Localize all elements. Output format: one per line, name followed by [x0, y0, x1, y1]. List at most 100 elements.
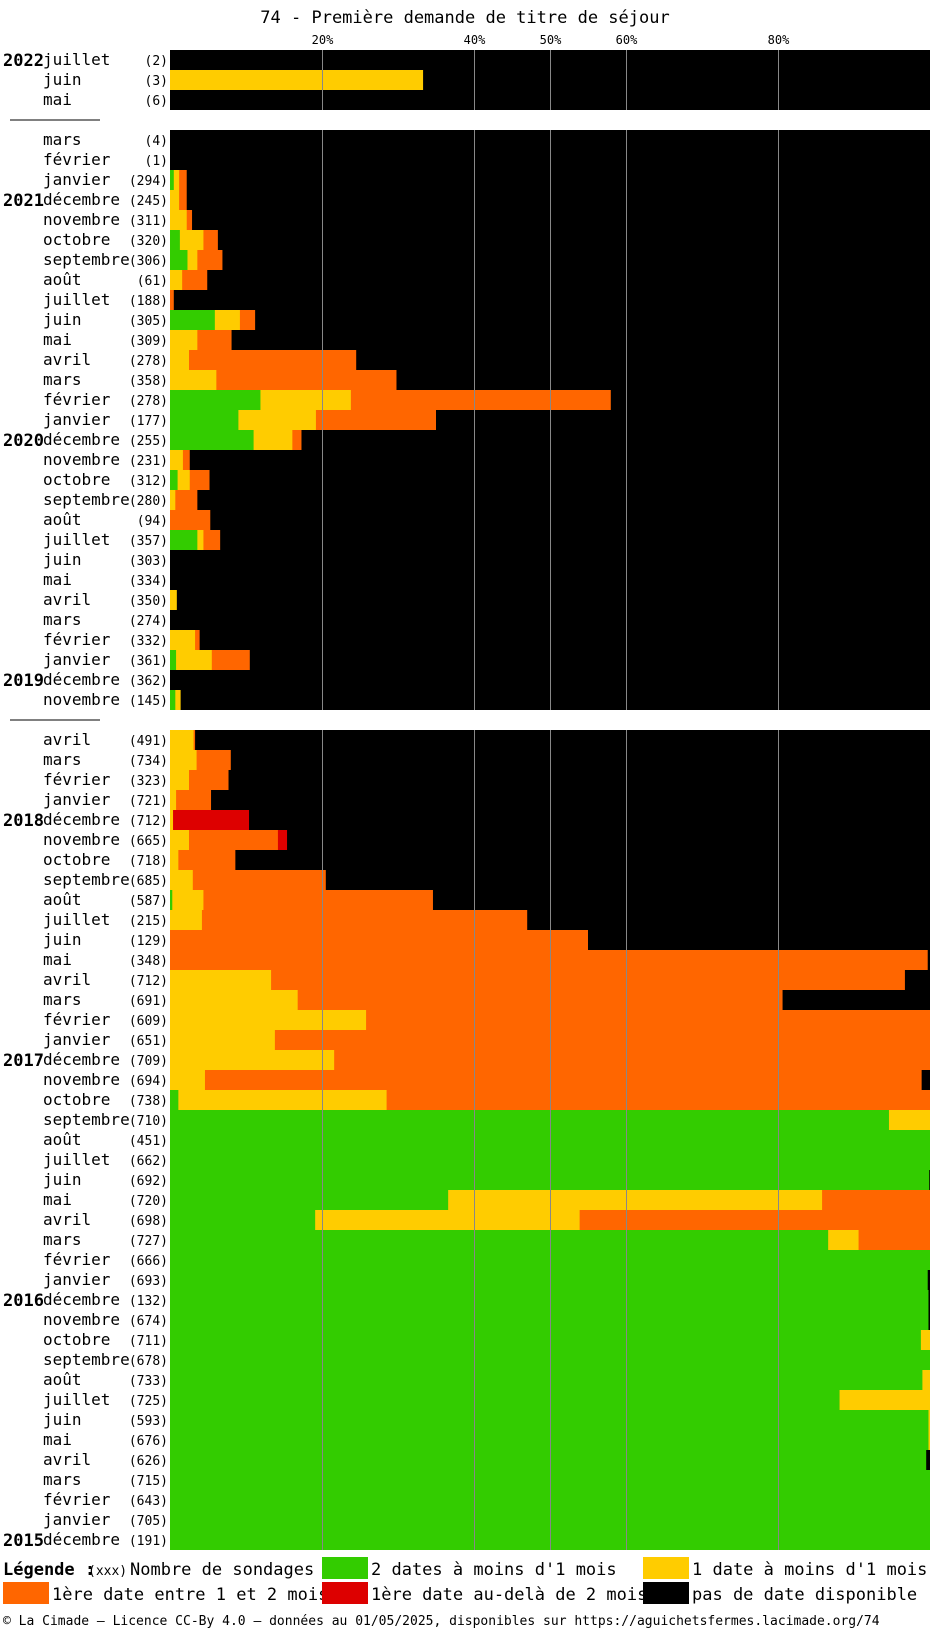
month-label: juillet [43, 1150, 110, 1169]
x-tick-label: 50% [540, 33, 562, 47]
count-label: (692) [129, 1174, 168, 1189]
month-label: décembre [43, 1290, 120, 1309]
month-label: juin [43, 1170, 82, 1189]
bar-segment [211, 650, 251, 670]
bar-segment [170, 210, 188, 230]
month-label: mai [43, 90, 72, 109]
bar-segment [396, 370, 930, 390]
bar-segment [203, 890, 434, 910]
bar-segment [170, 390, 261, 410]
bar-segment [170, 470, 178, 490]
bar-segment [193, 730, 196, 750]
bar-segment [170, 190, 180, 210]
bar-segment [170, 530, 198, 550]
month-label: décembre [43, 190, 120, 209]
bar-segment [179, 230, 204, 250]
month-label: janvier [43, 410, 111, 429]
month-label: novembre [43, 830, 120, 849]
year-label: 2017 [3, 1051, 44, 1071]
count-label: (6) [145, 94, 168, 109]
bar-segment [182, 450, 191, 470]
bar-segment [199, 630, 930, 650]
bar-segment [170, 1210, 316, 1230]
bar-segment [170, 510, 211, 530]
x-tick-label: 20% [312, 33, 334, 47]
bar-segment [170, 1370, 923, 1390]
month-label: mars [43, 990, 82, 1009]
legend-item-label: pas de date disponible [692, 1585, 917, 1605]
count-label: (215) [129, 914, 168, 929]
legend-item-label: 1ère date entre 1 et 2 mois [52, 1585, 328, 1605]
bar-segment [839, 1390, 930, 1410]
month-label: août [43, 1370, 82, 1389]
month-label: août [43, 510, 82, 529]
bar-segment [928, 1430, 930, 1450]
month-label: février [43, 770, 111, 789]
count-label: (61) [137, 274, 168, 289]
bar-segment [170, 730, 194, 750]
chart-title: 74 - Première demande de titre de séjour [260, 8, 670, 28]
bar-segment [170, 290, 175, 310]
month-label: avril [43, 1450, 91, 1469]
month-label: septembre [43, 250, 130, 269]
count-label: (685) [129, 874, 168, 889]
count-label: (129) [129, 934, 168, 949]
month-label: novembre [43, 690, 120, 709]
legend-title: Légende : [3, 1560, 95, 1580]
bar-segment [928, 1290, 930, 1310]
bar-segment [189, 830, 279, 850]
bar-segment [325, 870, 930, 890]
count-label: (177) [129, 414, 168, 429]
bar-segment [904, 970, 930, 990]
bar-segment [178, 850, 236, 870]
year-label: 2020 [3, 431, 44, 451]
bar-segment [195, 630, 201, 650]
bar-segment [189, 470, 210, 490]
count-label: (2) [145, 54, 168, 69]
month-label: janvier [43, 650, 111, 669]
bar-segment [170, 250, 188, 270]
bar-segment [211, 790, 930, 810]
month-label: octobre [43, 230, 110, 249]
month-label: mai [43, 330, 72, 349]
bar-segment [170, 370, 217, 390]
month-label: juin [43, 310, 82, 329]
bar-segment [217, 230, 930, 250]
bar-segment [170, 430, 254, 450]
bar-segment [170, 1030, 276, 1050]
bar-segment [170, 1230, 829, 1250]
bar-segment [253, 430, 293, 450]
x-tick-label: 80% [768, 33, 790, 47]
bar-segment [197, 330, 232, 350]
bar-segment [448, 1190, 823, 1210]
count-label: (665) [129, 834, 168, 849]
count-label: (720) [129, 1194, 168, 1209]
month-label: juin [43, 70, 82, 89]
month-label: mars [43, 130, 82, 149]
bar-segment [170, 1050, 335, 1070]
bar-segment [192, 870, 327, 890]
bar-segment [277, 830, 288, 850]
count-label: (132) [129, 1294, 168, 1309]
count-label: (357) [129, 534, 168, 549]
count-label: (662) [129, 1154, 168, 1169]
bar-segment [170, 410, 239, 430]
bar-segment [926, 1450, 930, 1470]
count-label: (721) [129, 794, 168, 809]
legend-item-label: 1ère date au-delà de 2 mois [371, 1585, 647, 1605]
bar-segment [196, 750, 232, 770]
bar-segment [921, 1070, 930, 1090]
month-label: janvier [43, 1510, 111, 1529]
bar-segment [170, 650, 177, 670]
month-label: décembre [43, 1530, 120, 1549]
month-label: février [43, 1490, 111, 1509]
bar-segment [172, 890, 204, 910]
count-label: (734) [129, 754, 168, 769]
count-label: (358) [129, 374, 168, 389]
count-label: (145) [129, 694, 168, 709]
bar-segment [170, 1090, 179, 1110]
month-label: août [43, 270, 82, 289]
month-label: septembre [43, 1110, 130, 1129]
bar-segment [170, 630, 196, 650]
